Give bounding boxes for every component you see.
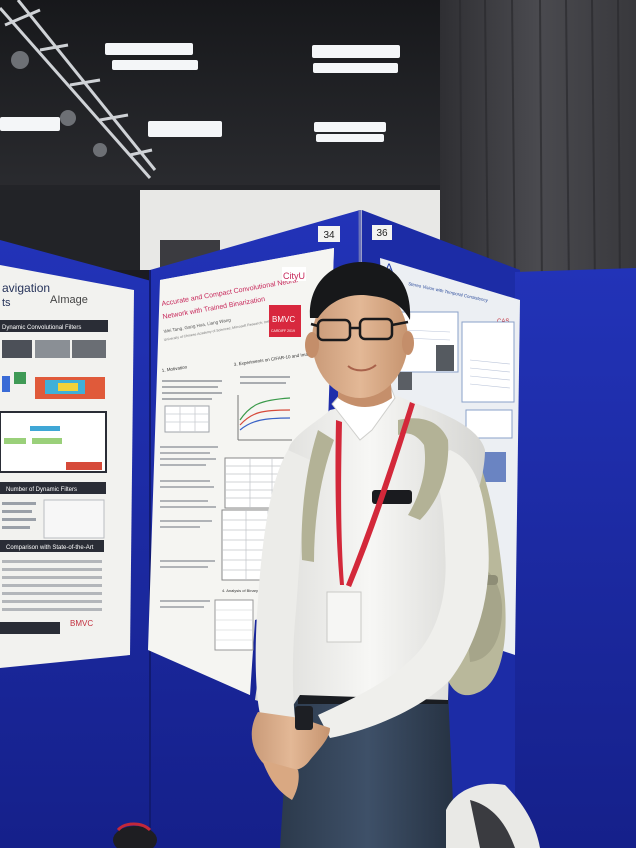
- curtain: [440, 0, 636, 300]
- far-right-poster-board: [515, 268, 636, 848]
- center-poster-section-1: 1. Motivation: [161, 364, 187, 373]
- board-number-tag-right: [372, 225, 392, 240]
- center-poster-logo-cityu: CityU: [283, 271, 305, 281]
- left-poster-section-1: Dynamic Convolutional Filters: [2, 325, 81, 331]
- person: [251, 262, 489, 848]
- left-poster: avigation ts AImage Dynamic Convolutiona…: [0, 265, 134, 668]
- face: [312, 282, 408, 398]
- left-poster-section-2: Number of Dynamic Filters: [6, 487, 77, 493]
- left-poster-footer-logo: BMVC: [70, 619, 93, 628]
- backpack-strap-left: [301, 430, 334, 562]
- left-poster-subheading: ts: [2, 297, 11, 309]
- board-number-tag-left: [318, 226, 340, 242]
- lanyard-left: [335, 420, 344, 585]
- board-number-right: 36: [376, 228, 388, 239]
- name-badge: [326, 591, 362, 643]
- left-poster-logo: AImage: [50, 294, 88, 306]
- floor-bag: [446, 783, 540, 848]
- left-poster-heading: avigation: [2, 281, 50, 295]
- lighting-truss: [0, 0, 157, 179]
- wristwatch: [295, 706, 313, 730]
- backpack-strap-right: [398, 418, 449, 520]
- center-poster-logo-bmvc-sub: CARDIFF 2019: [271, 329, 295, 333]
- right-poster-logo-a: A: [385, 261, 393, 275]
- left-poster-section-3: Comparison with State-of-the-Art: [6, 545, 94, 551]
- hair: [309, 262, 411, 320]
- board-number-left: 34: [323, 230, 335, 241]
- lanyard-right: [346, 402, 415, 587]
- center-poster-logo-bmvc: BMVC: [272, 315, 295, 324]
- glasses: [310, 317, 409, 342]
- floor-object: [113, 826, 157, 848]
- center-poster-section-3: 4. Analysis of Binary Models: [222, 588, 272, 593]
- ceiling-lights: [0, 43, 400, 142]
